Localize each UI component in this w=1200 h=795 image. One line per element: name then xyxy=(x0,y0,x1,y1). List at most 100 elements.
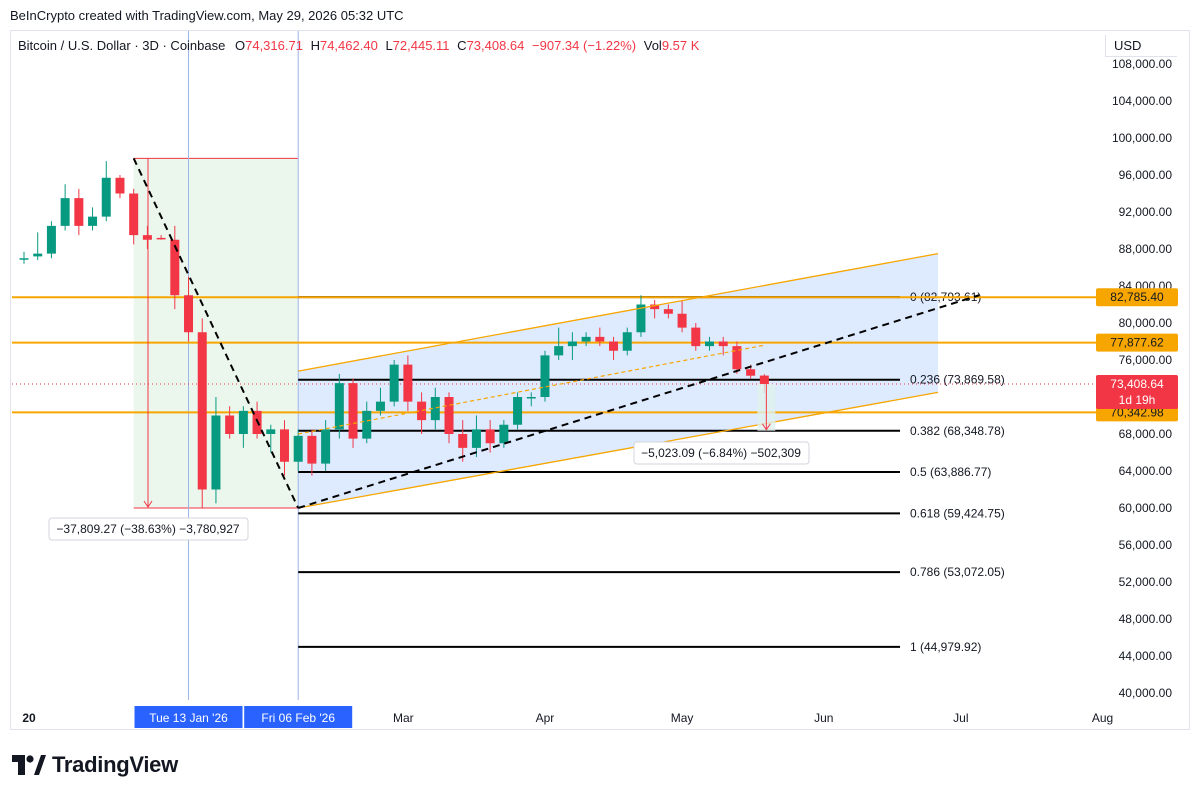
level-price-tag-label: 82,785.40 xyxy=(1110,290,1164,304)
candle-body xyxy=(430,397,440,421)
price-axis-tick: 48,000.00 xyxy=(1119,612,1173,626)
last-price-countdown: 1d 19h xyxy=(1119,393,1156,407)
tradingview-footer: TradingView xyxy=(12,752,178,778)
low-label: L xyxy=(385,38,393,53)
candle-body xyxy=(238,410,248,434)
symbol-title[interactable]: Bitcoin / U.S. Dollar · 3D · Coinbase xyxy=(18,38,226,53)
candle-body xyxy=(499,424,509,444)
time-axis-tick: Jun xyxy=(814,711,833,725)
time-axis-tick: Aug xyxy=(1092,711,1113,725)
candle-body xyxy=(403,364,413,402)
price-axis-tick: 52,000.00 xyxy=(1119,575,1173,589)
candle-body xyxy=(375,401,385,411)
volume-label: Vol xyxy=(643,38,662,53)
candle-body xyxy=(691,327,701,347)
candle-body xyxy=(46,225,56,254)
time-axis-tick: May xyxy=(671,711,694,725)
candle-body xyxy=(19,258,29,260)
recent-measure-arrowhead xyxy=(761,423,771,431)
ohlc-legend: Bitcoin / U.S. Dollar · 3D · Coinbase O7… xyxy=(18,38,699,53)
candle-body xyxy=(33,253,43,257)
price-axis-tick: 108,000.00 xyxy=(1112,57,1172,71)
time-axis-highlight-label: Fri 06 Feb '26 xyxy=(261,711,335,725)
channel-fill xyxy=(298,253,938,508)
price-axis-tick: 104,000.00 xyxy=(1112,94,1172,108)
candle-body xyxy=(581,336,591,342)
level-price-tag-label: 77,877.62 xyxy=(1110,336,1164,350)
fib-level-label: 0.618 (59,424.75) xyxy=(910,506,1005,520)
candle-body xyxy=(60,198,70,226)
candle-body xyxy=(513,397,523,425)
high-label: H xyxy=(310,38,320,53)
price-axis-tick: 88,000.00 xyxy=(1119,242,1173,256)
price-axis-tick: 56,000.00 xyxy=(1119,538,1173,552)
candle-body xyxy=(718,341,728,347)
candle-body xyxy=(211,415,221,490)
candle-body xyxy=(389,364,399,402)
candle-body xyxy=(115,177,125,194)
price-axis-tick: 64,000.00 xyxy=(1119,464,1173,478)
time-axis-tick: Jul xyxy=(953,711,968,725)
open-label: O xyxy=(234,38,246,53)
chart-credit: BeInCrypto created with TradingView.com,… xyxy=(10,8,404,23)
candle-body xyxy=(759,375,769,384)
fib-level-label: 0.382 (68,348.78) xyxy=(910,424,1005,438)
candle-body xyxy=(156,237,166,240)
recent-measure-label: −5,023.09 (−6.84%) −502,309 xyxy=(641,446,801,460)
candle-body xyxy=(636,304,646,333)
last-price-tag xyxy=(1096,374,1178,409)
candle-body xyxy=(471,429,481,448)
candle-body xyxy=(197,332,207,490)
candle-body xyxy=(279,429,289,462)
price-axis-tick: 76,000.00 xyxy=(1119,353,1173,367)
price-axis-bg xyxy=(1096,31,1189,700)
fib-level-label: 0.5 (63,886.77) xyxy=(910,465,991,479)
candle-body xyxy=(677,313,687,328)
time-axis-highlight-label: Tue 13 Jan '26 xyxy=(149,711,228,725)
recent-measure-label-box xyxy=(633,441,810,465)
candle-body xyxy=(101,177,111,217)
candle-body xyxy=(362,410,372,439)
price-axis-tick: 92,000.00 xyxy=(1119,205,1173,219)
price-axis-tick: 100,000.00 xyxy=(1112,131,1172,145)
currency-selector[interactable]: USD xyxy=(1105,35,1177,57)
tradingview-brand: TradingView xyxy=(52,752,178,777)
tradingview-logo-icon xyxy=(12,755,46,775)
fib-level-label: 1 (44,979.92) xyxy=(910,640,981,654)
candle-body xyxy=(293,435,303,462)
price-axis-tick: 96,000.00 xyxy=(1119,168,1173,182)
time-axis-highlight-box xyxy=(134,706,243,728)
candle-body xyxy=(746,369,756,376)
candle-body xyxy=(663,309,673,314)
volume-value: 9.57 K xyxy=(661,38,700,53)
time-axis-tick: Apr xyxy=(536,711,555,725)
candle-body xyxy=(732,346,742,370)
channel-lower-line xyxy=(298,391,939,509)
high-value: 74,462.40 xyxy=(319,38,378,53)
candle-body xyxy=(417,401,427,421)
candle-body xyxy=(74,198,84,226)
close-value: 73,408.64 xyxy=(466,38,525,53)
candle-body xyxy=(184,295,194,333)
level-price-tag xyxy=(1096,288,1178,307)
drop-line-dashed xyxy=(132,157,300,509)
trendline-dashed xyxy=(297,294,980,509)
candle-body xyxy=(650,304,660,310)
price-axis-tick: 40,000.00 xyxy=(1119,686,1173,700)
price-axis-tick: 60,000.00 xyxy=(1119,501,1173,515)
fib-level-label: 0.236 (73,869.58) xyxy=(910,373,1005,387)
candle-body xyxy=(321,429,331,464)
time-axis-highlight-box xyxy=(244,706,353,728)
drop-measure-label: −37,809.27 (−38.63%) −3,780,927 xyxy=(56,522,239,536)
candle-body xyxy=(622,332,632,351)
candle-body xyxy=(266,429,276,434)
candle-body xyxy=(225,415,235,434)
candle-body xyxy=(444,397,454,434)
candle-body xyxy=(567,341,577,347)
candle-body xyxy=(142,235,152,240)
price-axis-tick: 68,000.00 xyxy=(1119,427,1173,441)
open-value: 74,316.71 xyxy=(245,38,303,53)
level-price-tag xyxy=(1096,333,1178,352)
drop-measure-label-box xyxy=(48,517,249,541)
